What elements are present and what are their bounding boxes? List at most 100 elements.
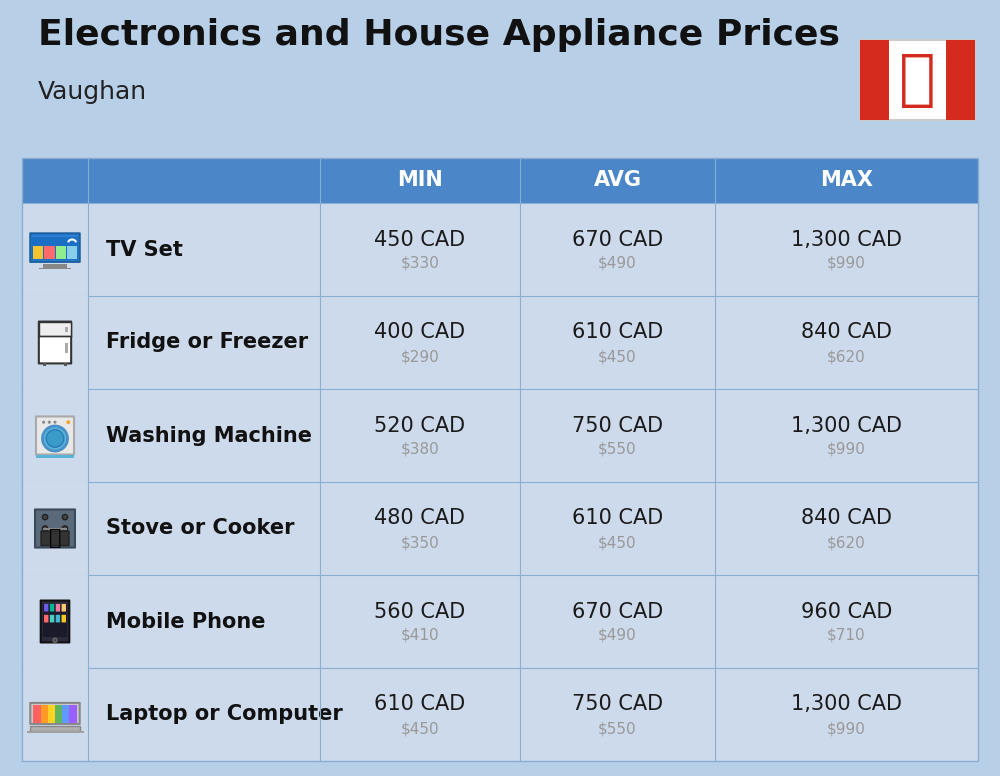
- Bar: [69, 705, 77, 722]
- FancyBboxPatch shape: [946, 40, 975, 120]
- FancyBboxPatch shape: [32, 237, 78, 260]
- Text: 1,300 CAD: 1,300 CAD: [791, 230, 902, 250]
- Text: $620: $620: [827, 349, 866, 364]
- FancyBboxPatch shape: [39, 321, 71, 363]
- Bar: [43, 528, 67, 531]
- FancyBboxPatch shape: [39, 321, 71, 336]
- Text: MIN: MIN: [397, 171, 443, 190]
- Text: 750 CAD: 750 CAD: [572, 415, 663, 435]
- Bar: [39, 268, 71, 269]
- FancyBboxPatch shape: [30, 703, 80, 724]
- Bar: [64, 363, 67, 365]
- Text: $990: $990: [827, 721, 866, 736]
- Text: $990: $990: [827, 256, 866, 271]
- Bar: [33, 246, 43, 259]
- Text: TV Set: TV Set: [106, 240, 183, 259]
- Text: $380: $380: [401, 442, 439, 457]
- Bar: [22, 389, 88, 482]
- Circle shape: [42, 514, 48, 520]
- FancyBboxPatch shape: [50, 615, 54, 622]
- Circle shape: [42, 421, 45, 424]
- Circle shape: [53, 421, 57, 424]
- Circle shape: [46, 430, 64, 447]
- Text: Vaughan: Vaughan: [38, 80, 147, 104]
- Bar: [22, 668, 88, 761]
- Text: 670 CAD: 670 CAD: [572, 230, 663, 250]
- Text: Electronics and House Appliance Prices: Electronics and House Appliance Prices: [38, 18, 840, 52]
- FancyBboxPatch shape: [62, 615, 66, 622]
- Circle shape: [53, 638, 57, 643]
- Text: Fridge or Freezer: Fridge or Freezer: [106, 332, 308, 352]
- Bar: [22, 158, 978, 761]
- Bar: [43, 363, 46, 365]
- Text: Laptop or Computer: Laptop or Computer: [106, 705, 343, 725]
- FancyBboxPatch shape: [30, 234, 80, 262]
- FancyBboxPatch shape: [41, 531, 69, 546]
- Text: $710: $710: [827, 628, 866, 643]
- Text: $450: $450: [598, 535, 637, 550]
- Circle shape: [62, 514, 68, 520]
- Text: 🍁: 🍁: [899, 50, 936, 109]
- Bar: [33, 705, 77, 722]
- FancyBboxPatch shape: [50, 604, 54, 611]
- Text: $450: $450: [401, 721, 439, 736]
- Text: 610 CAD: 610 CAD: [572, 508, 663, 528]
- FancyBboxPatch shape: [860, 40, 975, 120]
- Circle shape: [66, 421, 70, 424]
- Bar: [36, 455, 74, 458]
- Text: $450: $450: [598, 349, 637, 364]
- Bar: [26, 731, 84, 733]
- Bar: [22, 668, 978, 761]
- Text: 1,300 CAD: 1,300 CAD: [791, 415, 902, 435]
- Text: Mobile Phone: Mobile Phone: [106, 611, 266, 632]
- Text: 520 CAD: 520 CAD: [374, 415, 466, 435]
- FancyBboxPatch shape: [56, 604, 60, 611]
- Text: 400 CAD: 400 CAD: [374, 323, 466, 342]
- Text: 1,300 CAD: 1,300 CAD: [791, 695, 902, 715]
- FancyBboxPatch shape: [44, 615, 48, 622]
- Bar: [65, 327, 68, 332]
- Bar: [22, 203, 88, 296]
- Text: 670 CAD: 670 CAD: [572, 601, 663, 622]
- Bar: [41, 705, 48, 722]
- Text: $330: $330: [401, 256, 439, 271]
- Bar: [67, 246, 77, 259]
- Bar: [65, 342, 68, 353]
- Text: 750 CAD: 750 CAD: [572, 695, 663, 715]
- Text: 960 CAD: 960 CAD: [801, 601, 892, 622]
- Text: 840 CAD: 840 CAD: [801, 508, 892, 528]
- Bar: [22, 575, 88, 668]
- FancyBboxPatch shape: [41, 601, 69, 643]
- Text: AVG: AVG: [594, 171, 642, 190]
- Text: 610 CAD: 610 CAD: [374, 695, 466, 715]
- Bar: [22, 389, 978, 482]
- Text: $490: $490: [598, 628, 637, 643]
- Text: $410: $410: [401, 628, 439, 643]
- Bar: [22, 203, 978, 296]
- Bar: [22, 482, 978, 575]
- Bar: [22, 296, 978, 389]
- FancyBboxPatch shape: [35, 510, 75, 548]
- Bar: [33, 705, 41, 722]
- Circle shape: [42, 426, 68, 451]
- Text: 560 CAD: 560 CAD: [374, 601, 466, 622]
- Bar: [55, 705, 62, 722]
- Text: 840 CAD: 840 CAD: [801, 323, 892, 342]
- FancyBboxPatch shape: [44, 604, 48, 611]
- Text: $350: $350: [401, 535, 439, 550]
- Bar: [22, 158, 978, 203]
- Bar: [44, 246, 55, 259]
- FancyBboxPatch shape: [860, 40, 889, 120]
- Text: $620: $620: [827, 535, 866, 550]
- Circle shape: [62, 526, 68, 531]
- Text: $550: $550: [598, 442, 637, 457]
- FancyBboxPatch shape: [36, 417, 74, 455]
- Bar: [43, 264, 67, 268]
- Text: Stove or Cooker: Stove or Cooker: [106, 518, 294, 539]
- Bar: [48, 705, 55, 722]
- Text: MAX: MAX: [820, 171, 873, 190]
- Text: 610 CAD: 610 CAD: [572, 323, 663, 342]
- Text: $550: $550: [598, 721, 637, 736]
- Circle shape: [42, 526, 48, 531]
- Text: Washing Machine: Washing Machine: [106, 425, 312, 445]
